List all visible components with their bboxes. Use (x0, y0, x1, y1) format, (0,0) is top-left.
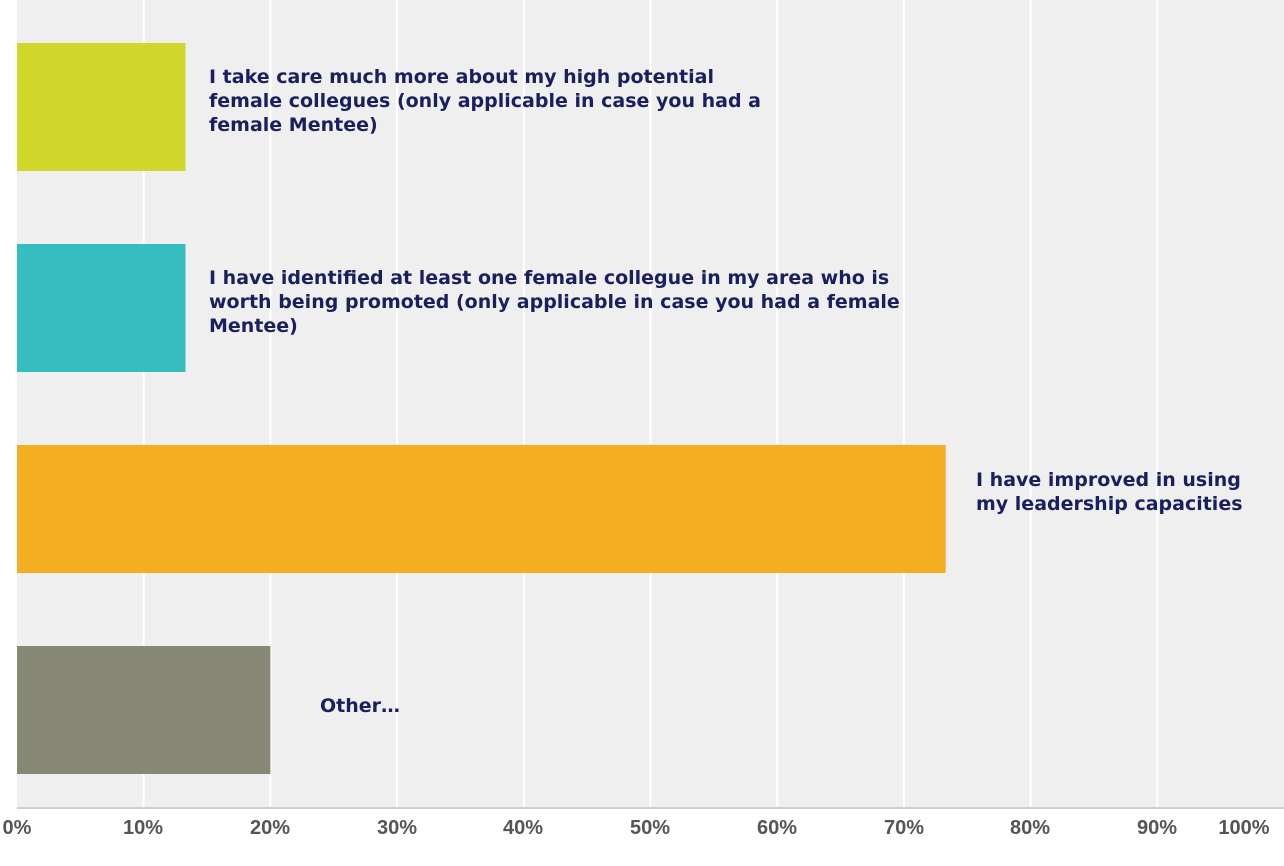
x-tick-label-0: 0% (2, 817, 32, 839)
x-tick-label-7: 70% (883, 817, 925, 839)
bar-3 (17, 646, 271, 774)
bar-1 (17, 244, 186, 372)
x-tick-label-4: 40% (502, 817, 544, 839)
bar-label-1: I have identified at least one female co… (209, 267, 900, 337)
x-tick-label-2: 20% (249, 817, 291, 839)
bar-0 (17, 43, 186, 171)
x-tick-label-6: 60% (756, 817, 798, 839)
bar-2 (17, 445, 946, 573)
x-tick-label-10: 100% (1218, 817, 1270, 839)
x-tick-label-9: 90% (1136, 817, 1178, 839)
x-tick-label-3: 30% (376, 817, 418, 839)
bar-label-2: I have improved in using my leadership c… (976, 469, 1243, 515)
bars (17, 43, 946, 774)
bar-label-3: Other… (320, 695, 401, 717)
x-tick-label-8: 80% (1009, 817, 1051, 839)
x-tick-label-1: 10% (122, 817, 164, 839)
x-tick-label-5: 50% (629, 817, 671, 839)
bar-label-0: I take care much more about my high pote… (209, 66, 761, 136)
